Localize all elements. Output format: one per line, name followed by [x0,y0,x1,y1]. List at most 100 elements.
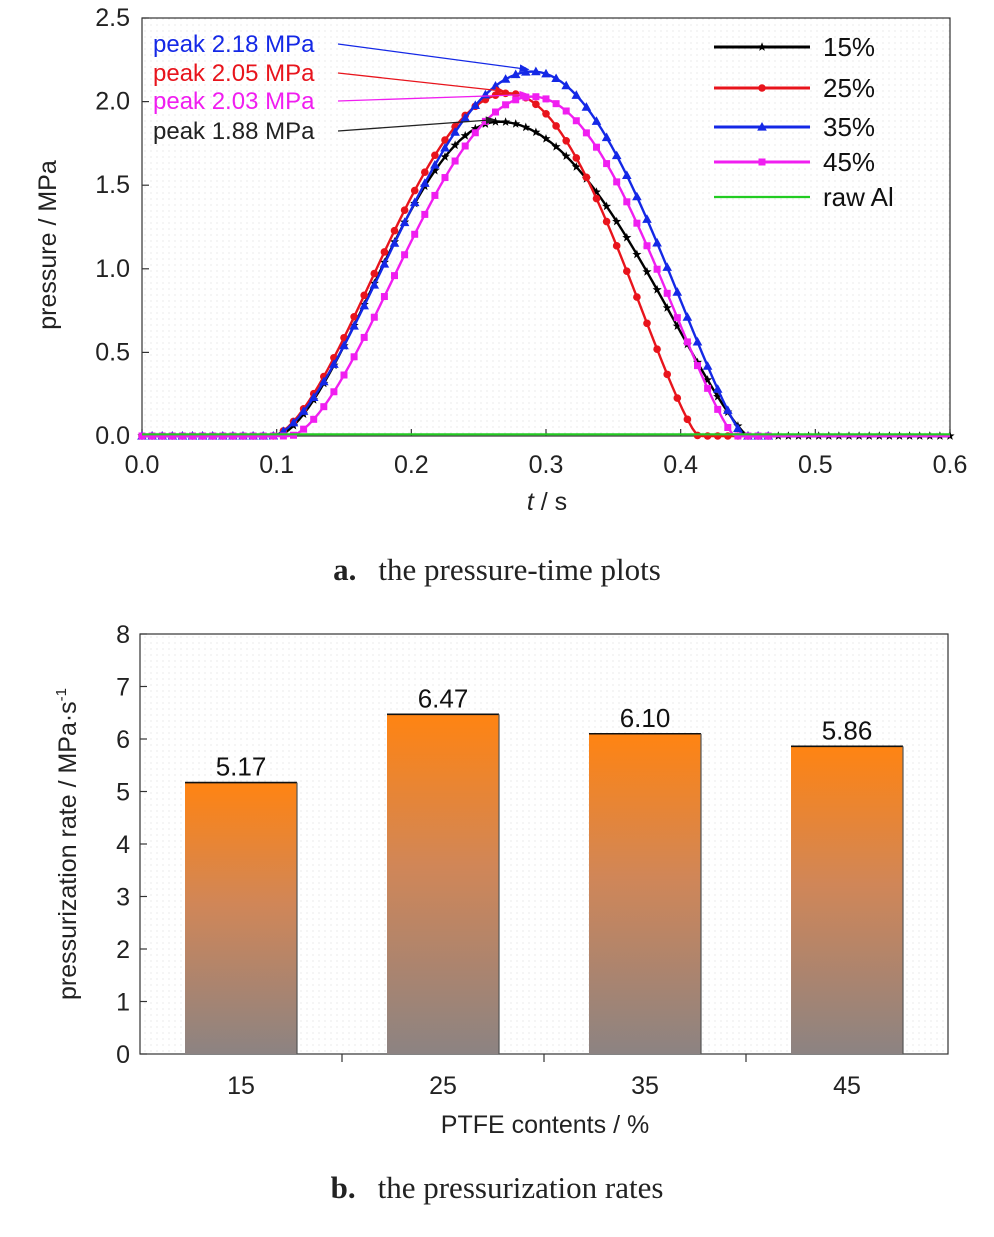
legend-label: 35% [823,112,875,142]
data-point [430,159,440,169]
data-point [603,160,611,168]
data-point [593,143,600,151]
data-point [754,432,762,440]
data-point [552,122,560,130]
data-point [582,129,590,137]
data-point [693,431,702,440]
data-point [259,432,267,440]
data-point [319,376,329,386]
data-point [308,392,319,402]
peak-annotation-arrow [337,72,506,95]
data-point [300,425,308,433]
data-point [712,384,723,393]
data-point [329,359,339,368]
peak-annotation: peak 2.18 MPa [153,31,530,73]
data-point [683,415,692,424]
data-point [209,432,217,440]
data-point [758,84,766,92]
bar-value-label: 6.10 [620,703,671,733]
caption-a-tag: a. [333,552,357,587]
data-point [673,394,682,402]
peak-annotation-arrow [337,90,530,102]
data-point [663,289,671,297]
data-point [390,226,399,235]
data-point [673,314,681,322]
x-tick-label: 0.0 [125,451,160,479]
x-tick-label: 35 [631,1072,659,1100]
data-point [572,154,581,162]
data-point [632,249,642,259]
data-point [591,187,602,196]
data-point [734,432,742,440]
data-point [512,96,520,104]
data-point [389,238,400,247]
plot-area [141,17,951,437]
data-point [662,303,672,312]
data-point [421,168,429,176]
x-axis-title-unit: / s [534,488,567,516]
data-point [561,80,571,90]
data-point [440,152,450,161]
x-axis-title: t / s [527,488,567,516]
data-point [653,345,661,354]
data-point [310,415,318,423]
data-point [521,122,531,132]
y-tick-label: 6 [116,726,130,754]
x-tick-label: 0.2 [394,451,429,479]
data-point [582,173,591,182]
data-point [744,432,752,440]
x-tick-label: 25 [429,1072,457,1100]
data-point [542,95,550,103]
legend: 15% 25% 35% 45% raw Al [714,32,894,212]
data-point [239,432,247,440]
y-tick-label: 0.5 [95,338,130,366]
y-axis-title-text: pressurization rate / MPa·s [54,701,82,1000]
data-point [724,424,732,432]
x-tick-label: 0.4 [663,451,698,479]
data-point [692,357,703,367]
data-point [430,165,440,175]
data-point [601,132,612,142]
bar [589,733,701,1054]
data-point [349,321,359,330]
peak-annotation: peak 1.88 MPa [153,116,496,145]
data-point [158,432,166,440]
data-point [572,117,580,125]
data-point [511,90,520,98]
data-point [288,417,299,427]
data-point [633,293,641,301]
data-point [340,371,348,379]
data-point [501,117,511,126]
data-point [652,237,662,247]
data-point [399,217,410,227]
data-point [370,313,378,321]
peak-annotation-label: peak 2.18 MPa [153,31,315,58]
data-point [450,140,460,150]
data-point [694,362,701,370]
data-point [757,42,767,51]
y-tick-label: 3 [116,884,130,912]
y-tick-label: 0 [116,1041,130,1069]
data-point [189,432,196,440]
data-point [350,313,358,321]
data-point [531,127,541,137]
data-point [532,93,540,101]
x-axis: 0.0 0.1 0.2 0.3 0.4 0.5 0.6 [125,429,967,479]
bar-value-label: 6.47 [418,683,469,713]
series-group [137,66,955,440]
data-point [511,119,521,128]
data-point [531,66,541,76]
data-point [643,242,651,250]
data-point [330,388,338,396]
y-axis-title: pressurization rate / MPa·s-1 [53,688,82,1000]
data-point [591,116,602,125]
y-tick-label: 5 [116,779,130,807]
caption-b-text: the pressurization rates [377,1170,664,1205]
data-point [441,174,449,182]
data-point [541,133,551,143]
legend-entry: raw Al [714,182,894,212]
series-45-pct [138,93,950,440]
data-point [391,272,398,280]
data-point [138,432,146,440]
